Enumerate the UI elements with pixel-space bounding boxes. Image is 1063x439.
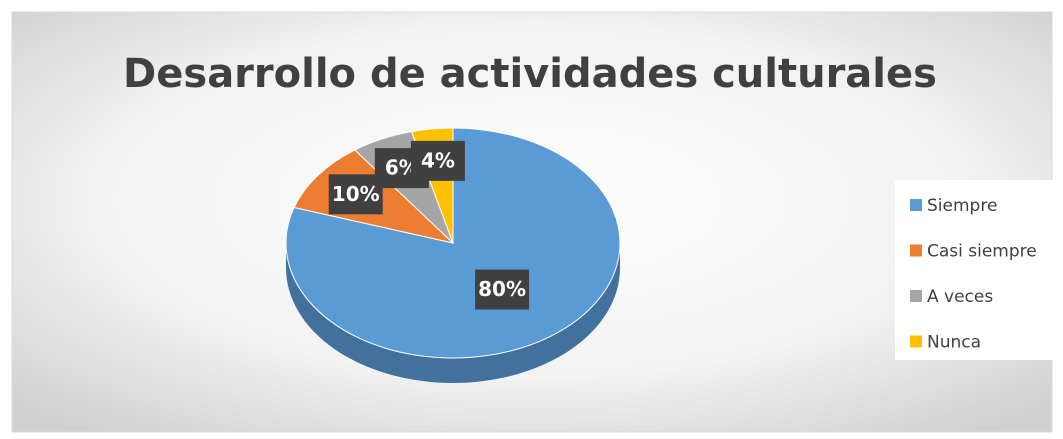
legend-label: Siempre bbox=[927, 196, 997, 216]
legend-swatch bbox=[910, 199, 922, 211]
legend-swatch bbox=[910, 290, 922, 302]
data-label: 10% bbox=[332, 182, 380, 206]
data-label: 4% bbox=[421, 148, 455, 172]
legend-label: A veces bbox=[927, 287, 993, 307]
data-label: 80% bbox=[478, 277, 526, 301]
legend-swatch bbox=[910, 244, 922, 257]
legend-label: Nunca bbox=[927, 333, 981, 353]
legend-box bbox=[895, 180, 1063, 360]
chart-title: Desarrollo de actividades culturales bbox=[123, 51, 937, 97]
data-label-box bbox=[410, 140, 465, 181]
pie-slice bbox=[285, 127, 621, 359]
data-label-box bbox=[328, 174, 383, 215]
legend-label: Casi siempre bbox=[927, 242, 1037, 262]
legend-swatch bbox=[910, 335, 922, 348]
data-label-box bbox=[475, 269, 530, 310]
